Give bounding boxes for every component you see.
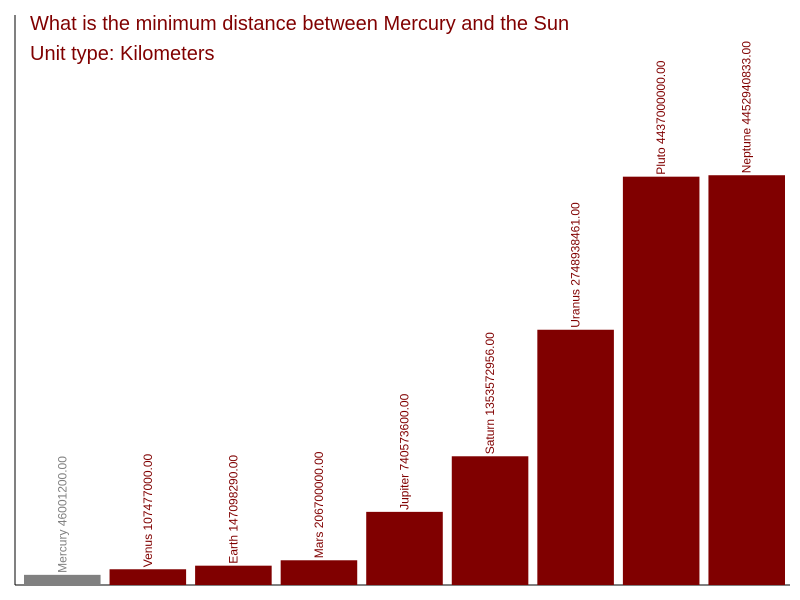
category-name: Pluto xyxy=(654,147,668,175)
value-label: 107477000.00 xyxy=(141,453,155,530)
chart-title: What is the minimum distance between Mer… xyxy=(30,13,569,35)
value-label: 4437000000.00 xyxy=(654,60,668,144)
bar-label: Jupiter 740573600.00 xyxy=(398,393,412,509)
bar-label: Neptune 4452940833.00 xyxy=(740,41,754,173)
bar xyxy=(537,329,614,585)
value-label: 206700000.00 xyxy=(312,451,326,528)
bar xyxy=(195,565,272,585)
value-label: 46001200.00 xyxy=(55,456,69,526)
value-label: 740573600.00 xyxy=(398,393,412,470)
category-name: Neptune xyxy=(740,128,754,174)
bar xyxy=(109,569,187,585)
category-name: Venus xyxy=(141,534,155,567)
bar xyxy=(24,574,101,585)
bar xyxy=(622,176,700,585)
category-name: Earth xyxy=(226,535,240,564)
bar xyxy=(366,511,443,585)
category-name: Jupiter xyxy=(398,474,412,510)
category-name: Mars xyxy=(312,532,326,559)
bar xyxy=(451,456,529,585)
category-name: Mercury xyxy=(55,530,69,573)
bar-label: Mars 206700000.00 xyxy=(312,451,326,558)
chart-subtitle: Unit type: Kilometers xyxy=(30,43,215,65)
category-name: Uranus xyxy=(569,289,583,328)
bar-label: Saturn 1353572956.00 xyxy=(483,332,497,454)
bar-label: Mercury 46001200.00 xyxy=(55,456,69,573)
bar xyxy=(280,560,358,585)
bar-label: Earth 147098290.00 xyxy=(226,455,240,564)
category-name: Saturn xyxy=(483,419,497,454)
bar xyxy=(708,175,785,585)
value-label: 1353572956.00 xyxy=(483,332,497,416)
bar-label: Pluto 4437000000.00 xyxy=(654,60,668,174)
value-label: 4452940833.00 xyxy=(740,41,754,125)
bar-label: Venus 107477000.00 xyxy=(141,453,155,567)
value-label: 2748938461.00 xyxy=(569,202,583,286)
bar-label: Uranus 2748938461.00 xyxy=(569,202,583,328)
value-label: 147098290.00 xyxy=(226,455,240,532)
